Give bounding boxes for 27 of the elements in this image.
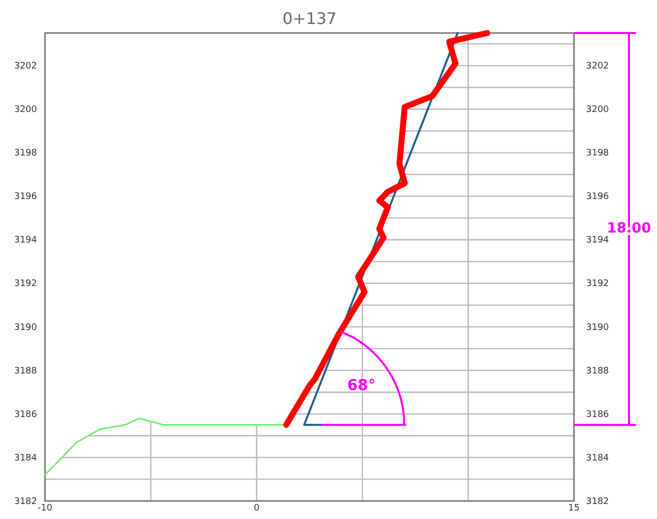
y-tick-label: 3190 — [14, 322, 38, 333]
y-tick-label: 3186 — [14, 410, 38, 420]
y-tick-label: 3196 — [14, 192, 38, 202]
y2-tick-label: 3190 — [586, 322, 610, 333]
y2-tick-label: 3200 — [586, 105, 610, 116]
y2-tick-label: 3196 — [586, 192, 610, 202]
x-tick-label: 0 — [254, 503, 260, 514]
y-tick-label: 3188 — [14, 366, 38, 376]
y2-tick-label: 3202 — [586, 62, 609, 72]
x-tick-label: 15 — [568, 503, 580, 514]
y-tick-label: 3202 — [14, 62, 37, 72]
y-tick-label: 3200 — [14, 105, 38, 116]
chart-title: 0+137 — [282, 9, 337, 28]
y-tick-label: 3184 — [14, 453, 38, 464]
y2-tick-label: 3194 — [586, 236, 610, 246]
y-tick-label: 3192 — [14, 279, 37, 290]
y2-tick-label: 3186 — [586, 410, 610, 420]
y-tick-label: 3182 — [14, 496, 37, 507]
y2-tick-label: 3188 — [586, 366, 610, 376]
y2-tick-label: 3184 — [586, 453, 610, 464]
annotation: 68° — [347, 376, 376, 394]
y-tick-label: 3194 — [14, 236, 38, 246]
y2-tick-label: 3192 — [586, 279, 609, 290]
x-tick-label: -10 — [38, 503, 53, 514]
y2-tick-label: 3182 — [586, 496, 609, 507]
y-tick-label: 3198 — [14, 148, 38, 159]
y2-tick-label: 3198 — [586, 148, 610, 159]
